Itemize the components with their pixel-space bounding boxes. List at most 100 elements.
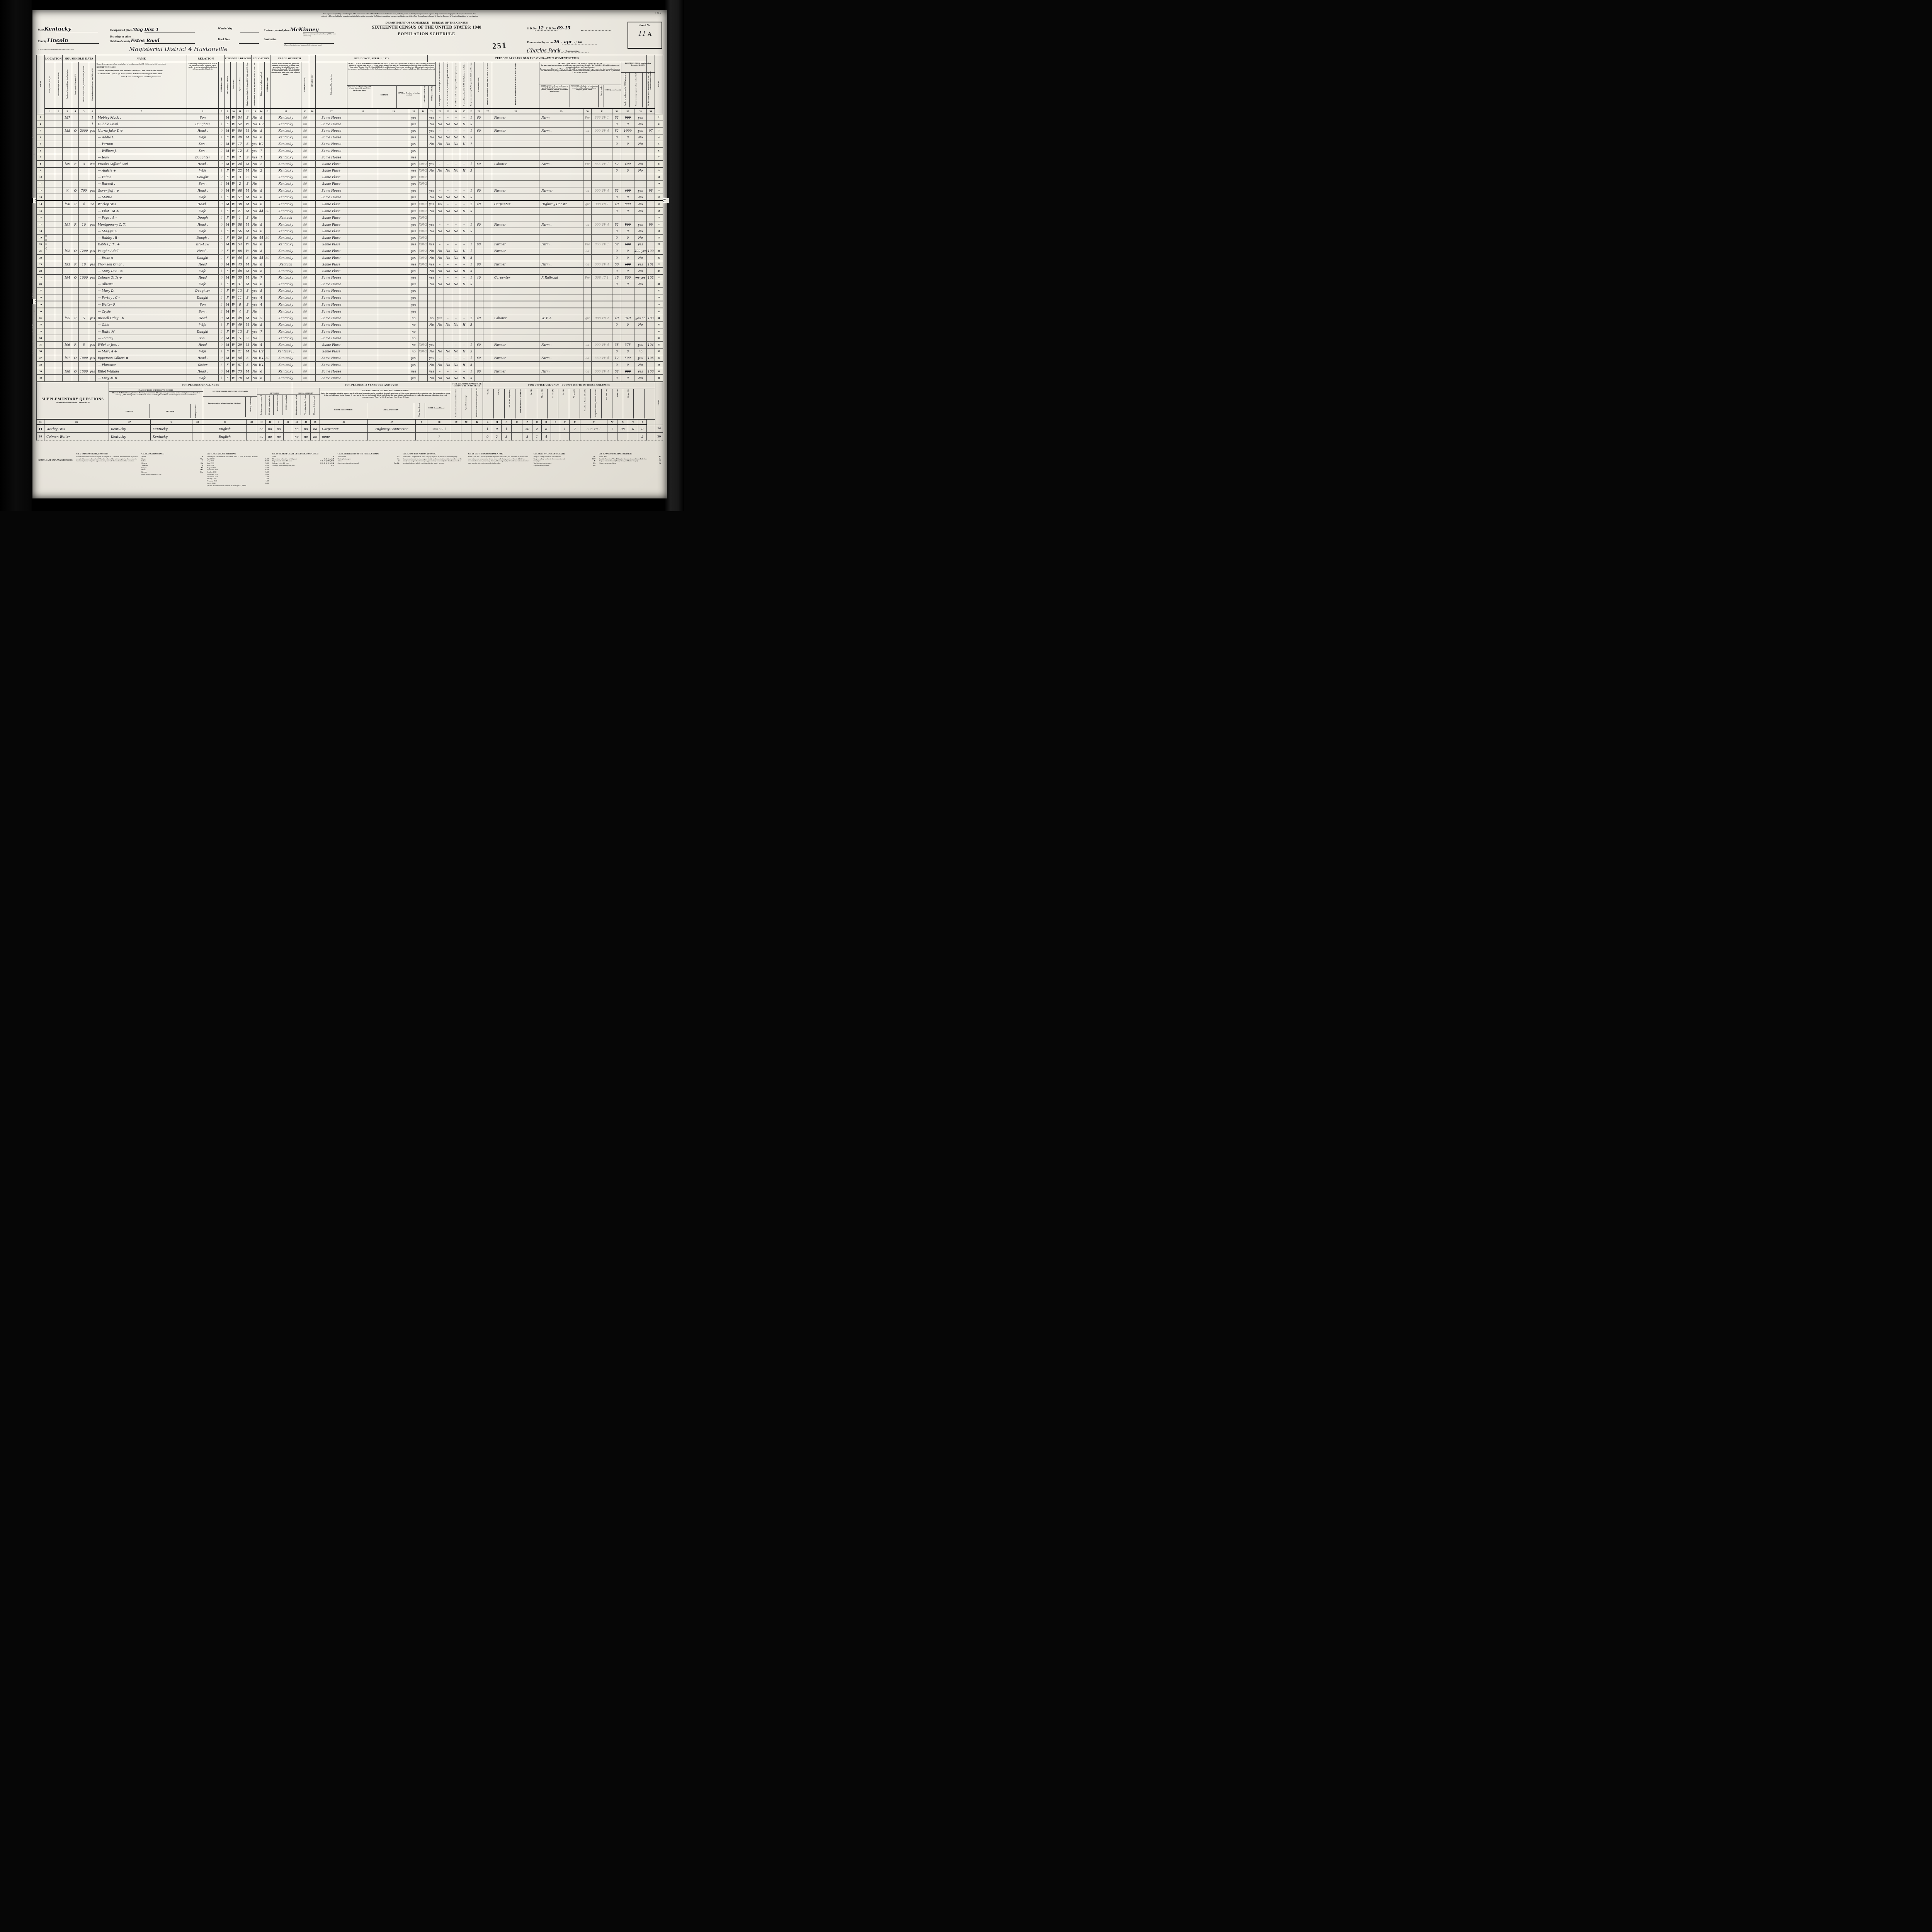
cell-st — [378, 354, 410, 362]
cell-cy — [347, 267, 379, 275]
cell-we: 1 — [468, 341, 475, 349]
cell-hh — [62, 287, 72, 295]
cell-fs — [646, 287, 655, 295]
state-value: Kentucky — [44, 26, 71, 32]
cell-ms: S — [243, 294, 252, 301]
cell-in: Highway Contractor — [367, 424, 416, 433]
cell-ag: 21 — [236, 207, 244, 215]
cell-ln: 5 — [36, 140, 45, 148]
cell-a — [218, 114, 225, 121]
table-row: 38— Florence Sister 5 F W 51 S No H4 Kentucky 80 Sa… — [36, 361, 663, 369]
cell-a: 0 — [218, 341, 225, 349]
cell-a: 0 — [218, 160, 225, 168]
cell-st — [378, 241, 410, 248]
note-pair: November 1939 4/12 — [207, 473, 269, 475]
cell-gr: 4 — [258, 341, 265, 349]
cell-d — [418, 328, 428, 335]
col2-house-number-desc: House number (in cities and towns) — [58, 72, 60, 97]
cell-b: 30 — [264, 234, 271, 242]
column-number: 48 — [427, 419, 452, 425]
column-number: 9 — [224, 108, 231, 114]
cell-fm: yes — [89, 341, 96, 349]
col1-street-desc: Street, avenue, road, etc. — [49, 76, 51, 93]
cell-we — [468, 328, 475, 335]
cell-ms: M — [243, 321, 252, 329]
cell-w4 — [452, 180, 461, 188]
cell-w3: – — [444, 127, 452, 134]
cell-fs — [646, 228, 655, 235]
cell-s1 — [44, 335, 55, 342]
cell-at: yes — [251, 287, 259, 295]
cell-in: Farm – — [539, 341, 584, 349]
cell-ms: S — [243, 214, 252, 222]
cell-ms: S — [243, 180, 252, 188]
cell-lnr: 35 — [655, 341, 663, 349]
cell-w1 — [451, 432, 462, 440]
name-note-3: 1. Persons temporarily absent from house… — [97, 69, 163, 71]
column-number: 10 — [230, 108, 237, 114]
cell-lnr: 7 — [655, 154, 663, 161]
cell-bp: Kentucky — [270, 274, 302, 281]
cell-lnr: 8 — [655, 160, 663, 168]
cell-f: 866 VV 1 — [591, 241, 613, 248]
cell-lnr: 18 — [655, 228, 663, 235]
cell-rl: Wife — [187, 167, 219, 174]
cell-at: No — [251, 228, 259, 235]
cell-ln: 35 — [36, 341, 45, 349]
cell-we: 5 — [468, 267, 475, 275]
cell-w6 — [474, 281, 484, 288]
usual-occupation-desc: Enter that occupation which the person r… — [321, 392, 450, 398]
cell-ct — [309, 160, 316, 168]
cell-a: 2 — [218, 214, 225, 222]
cell-oc — [492, 173, 540, 181]
cell-f5: yes — [409, 194, 419, 201]
name-column-instructions: Name of each person whose usual place of… — [96, 62, 187, 78]
col19-state-desc: STATE (or Territory or foreign country) — [398, 92, 420, 96]
cell-d: X0V2 — [418, 173, 428, 181]
cell-ct — [309, 134, 316, 141]
cell-in: W. P. A . — [539, 315, 584, 322]
cell-in — [539, 287, 584, 295]
cell-st — [378, 294, 410, 301]
cell-wg: 340 — [621, 315, 635, 322]
name-note-2: BE SURE TO INCLUDE: — [97, 66, 117, 68]
cell-w6: 40 — [474, 315, 484, 322]
census-title: SIXTEENTH CENSUS OF THE UNITED STATES: 1… — [372, 25, 481, 30]
cell-oc: Carpenter — [492, 200, 540, 208]
note-pair: Working on own account OA — [533, 462, 595, 464]
cell-or — [72, 281, 79, 288]
cell-f — [591, 254, 613, 262]
cell-w3: No — [444, 167, 452, 174]
cell-w2 — [435, 154, 444, 161]
cell-w7 — [483, 121, 493, 128]
cell-or: O — [72, 247, 79, 255]
cell-s2 — [55, 173, 63, 181]
column-number: 24 — [452, 108, 461, 114]
cell-st — [378, 301, 410, 309]
cell-ct — [309, 180, 316, 188]
cell-ag: 24 — [236, 160, 244, 168]
cell-we: 1 — [468, 221, 475, 228]
cell-cy — [347, 281, 379, 288]
cell-wk: 0 — [612, 194, 622, 201]
supp-line-no-right: Line No. — [658, 399, 660, 405]
cell-w7 — [483, 167, 493, 174]
cell-fm — [89, 173, 96, 181]
cell-s1 — [44, 114, 55, 121]
cell-cl — [583, 267, 592, 275]
cell-rl: Wife — [187, 348, 219, 355]
cell-nm: Gover Jeff . ⊗ — [95, 187, 187, 194]
cell-or: O — [72, 127, 79, 134]
cell-at: No — [251, 368, 259, 375]
cell-s1 — [44, 127, 55, 134]
cell-w6: 60 — [474, 114, 484, 121]
cell-b — [264, 114, 271, 121]
cell-s2 — [55, 361, 63, 369]
cell-we — [468, 335, 475, 342]
cell-f5: yes — [409, 368, 419, 375]
cell-wg: 375 — [621, 341, 635, 349]
cell-w2 — [435, 308, 444, 315]
cell-hh: 196 — [62, 341, 72, 349]
cell-s1 — [44, 207, 55, 215]
note-pair: None 0 — [272, 455, 334, 457]
